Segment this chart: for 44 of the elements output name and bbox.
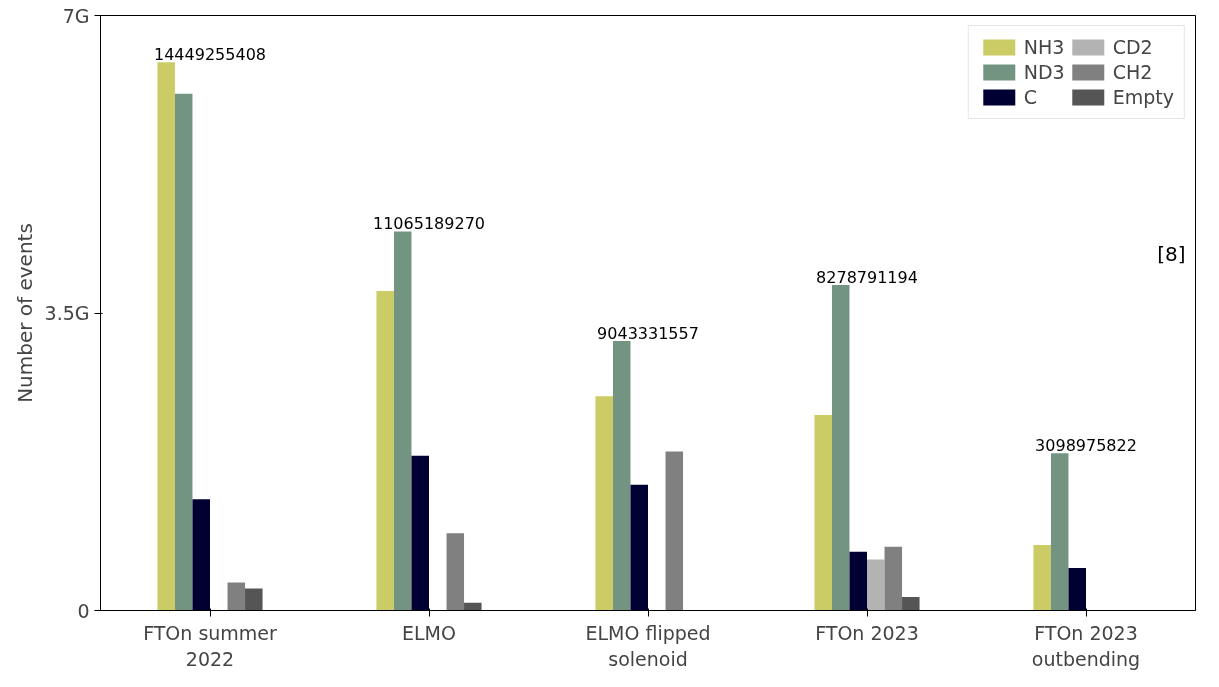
bar [884,546,903,611]
bar [1068,568,1086,611]
y-tick-label: 0 [77,599,90,622]
y-tick-label: 7G [62,4,90,27]
bar [867,559,885,611]
legend-label: C [1023,86,1039,108]
bar [411,455,429,611]
bar [174,93,193,611]
x-tick-label: FTOn 2023 outbending [1031,621,1141,670]
annotation: 3098975822 [1035,436,1137,456]
bar [157,62,175,611]
bar [245,588,263,611]
x-tick-label: ELMO [402,621,456,644]
legend-label: Empty [1112,86,1174,108]
annotation: 14449255408 [154,45,266,65]
annotation: 11065189270 [373,214,485,234]
bar [464,602,482,611]
legend-label: ND3 [1023,61,1065,83]
bar [630,484,648,611]
x-tick-label: FTOn summer 2022 [143,621,278,670]
legend-label: NH3 [1023,36,1065,58]
annotation: 9043331557 [597,324,699,344]
bar [1033,545,1051,611]
bar [612,341,631,611]
x-tick-label: FTOn 2023 [815,621,919,644]
bar [376,290,394,611]
bar [1050,453,1069,611]
y-tick-label: 3.5G [44,302,90,324]
x-tick-label: ELMO flipped solenoid [585,621,711,670]
bar [446,533,465,611]
bar [393,231,412,611]
bar [814,415,832,611]
legend-label: CD2 [1112,36,1153,58]
legend-label: CH2 [1112,61,1153,83]
bar [902,596,920,611]
bar [831,284,850,611]
bar [227,582,246,611]
annotation: 8278791194 [816,267,918,287]
bar [595,396,613,611]
y-axis-title: Number of events [12,223,37,403]
bar [665,451,684,611]
annotation: [8] [1157,241,1186,266]
bar [192,499,210,611]
bar [849,551,867,611]
